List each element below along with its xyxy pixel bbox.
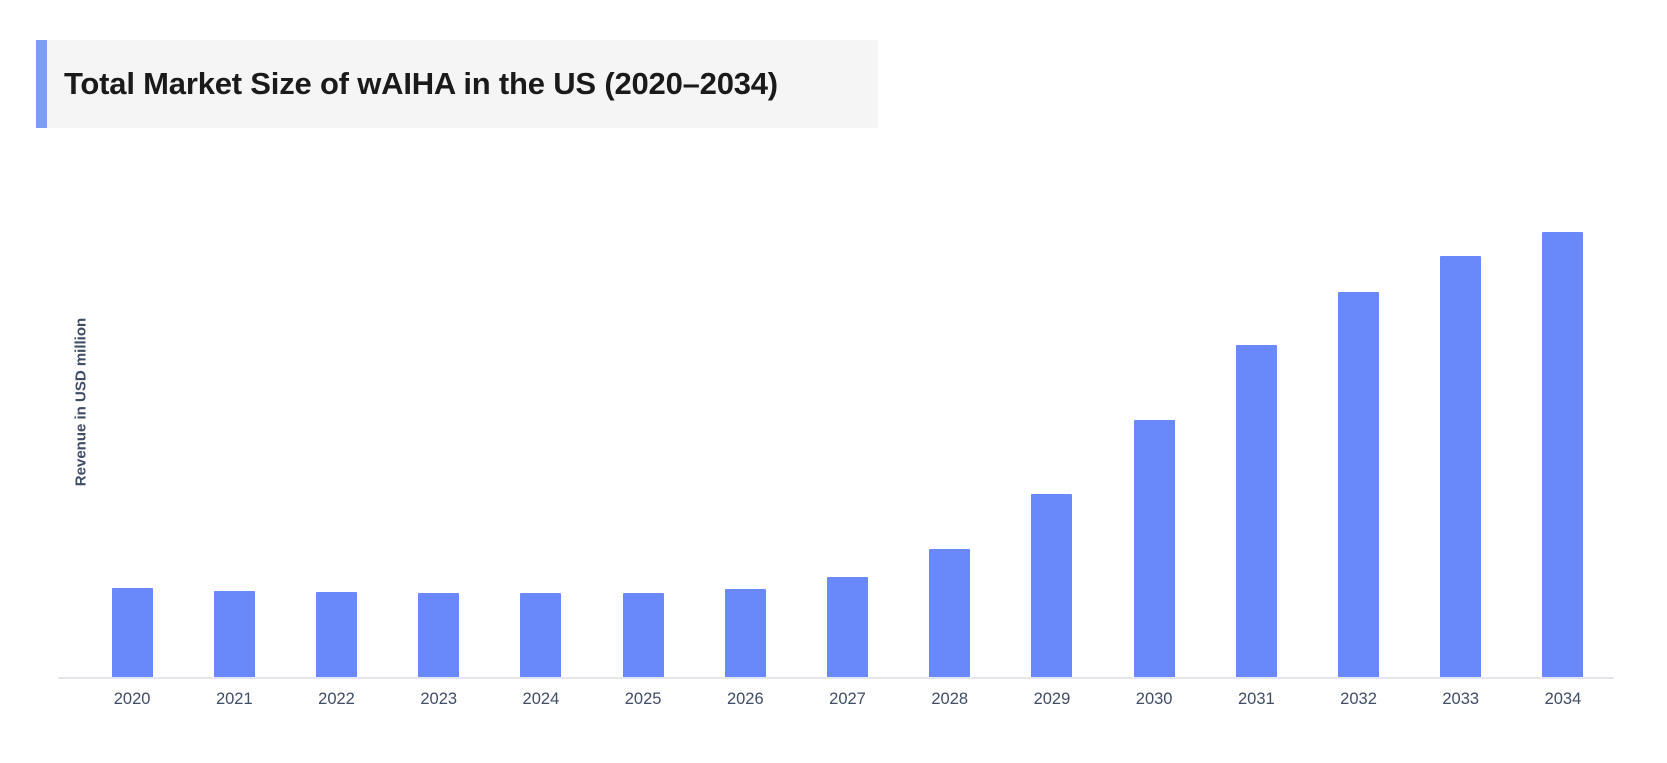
- bar-column-2024: [490, 149, 592, 677]
- bar-column-2034: [1512, 149, 1614, 677]
- bar-2024: [520, 593, 562, 677]
- page-title: Total Market Size of wAIHA in the US (20…: [64, 66, 778, 101]
- title-accent-bar: [36, 40, 47, 128]
- bar-column-2023: [388, 149, 490, 677]
- bar-column-2033: [1410, 149, 1512, 677]
- x-tick-2029: 2029: [1033, 690, 1071, 708]
- bar-2034: [1542, 232, 1584, 677]
- x-tick-2020: 2020: [113, 690, 151, 708]
- bar-2031: [1235, 345, 1277, 677]
- x-tick-2028: 2028: [931, 690, 969, 708]
- bar-2033: [1440, 256, 1482, 677]
- bar-2032: [1338, 292, 1380, 677]
- bar-2025: [622, 593, 664, 677]
- bar-column-2020: [81, 149, 183, 677]
- x-tick-2021: 2021: [215, 690, 253, 708]
- bar-2026: [724, 589, 766, 677]
- bar-column-2025: [592, 149, 694, 677]
- bar-column-2029: [1001, 149, 1103, 677]
- x-tick-2024: 2024: [522, 690, 560, 708]
- bar-2020: [111, 588, 153, 677]
- bar-column-2022: [285, 149, 387, 677]
- bar-2030: [1133, 420, 1175, 677]
- bar-2029: [1031, 494, 1073, 677]
- title-box: Total Market Size of wAIHA in the US (20…: [47, 40, 878, 128]
- x-tick-2033: 2033: [1442, 690, 1480, 708]
- x-axis-line: [58, 677, 1614, 679]
- bar-2021: [213, 591, 255, 677]
- plot-area: [81, 149, 1614, 677]
- x-tick-2027: 2027: [829, 690, 866, 708]
- bar-column-2031: [1205, 149, 1307, 677]
- x-tick-2034: 2034: [1544, 690, 1582, 708]
- bar-2023: [418, 593, 460, 677]
- x-tick-2031: 2031: [1237, 690, 1275, 708]
- bar-column-2028: [899, 149, 1001, 677]
- x-tick-2023: 2023: [420, 690, 458, 708]
- bar-2027: [827, 577, 869, 677]
- x-axis-tick-labels: 2020 2021 2022 2023 2024 2025 2026 2027 2028 2029…: [81, 690, 1614, 709]
- bar-column-2026: [694, 149, 796, 677]
- x-tick-2022: 2022: [318, 690, 355, 708]
- x-tick-2032: 2032: [1340, 690, 1377, 708]
- bar-column-2030: [1103, 149, 1205, 677]
- bar-2022: [316, 592, 357, 677]
- bar-column-2032: [1307, 149, 1409, 677]
- bar-column-2027: [796, 149, 898, 677]
- bar-2028: [929, 549, 971, 677]
- chart-title-block: Total Market Size of wAIHA in the US (20…: [36, 40, 878, 128]
- x-tick-2025: 2025: [624, 690, 662, 708]
- bar-column-2021: [183, 149, 285, 677]
- x-tick-2026: 2026: [726, 690, 764, 708]
- x-tick-2030: 2030: [1135, 690, 1173, 708]
